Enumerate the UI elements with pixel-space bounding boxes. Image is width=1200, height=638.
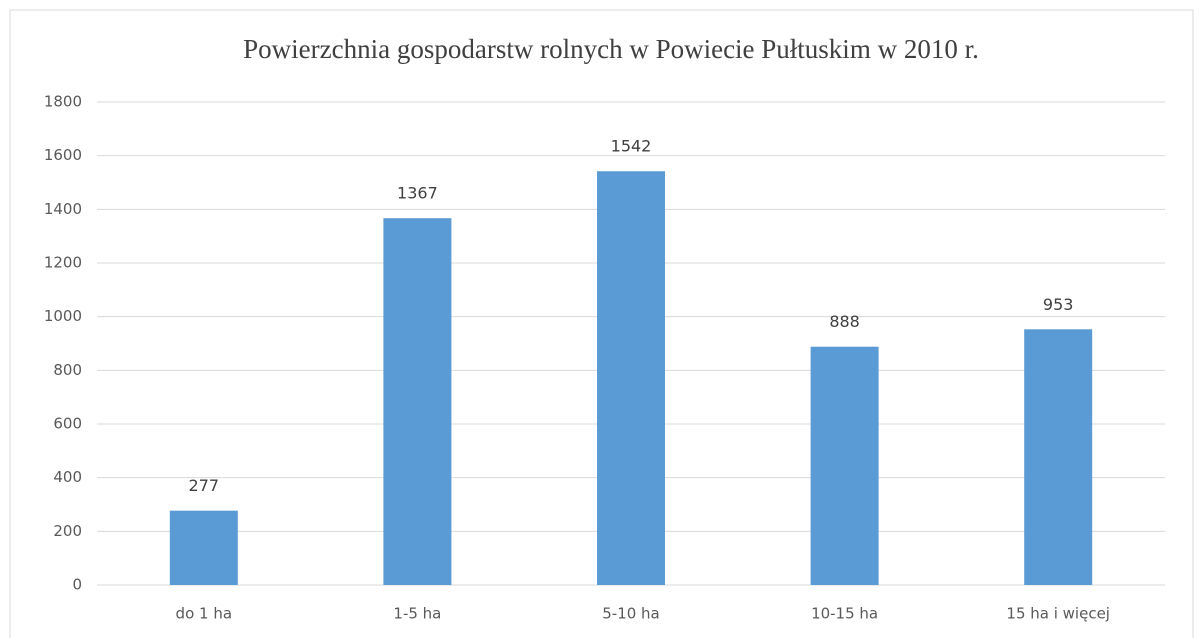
y-tick-label: 1600 (44, 146, 82, 164)
x-tick-label: 10-15 ha (811, 605, 878, 623)
y-tick-label: 400 (53, 468, 82, 486)
x-tick-label: 1-5 ha (393, 605, 441, 623)
y-tick-label: 1200 (44, 254, 82, 272)
x-tick-label: do 1 ha (176, 605, 232, 623)
y-tick-label: 800 (53, 361, 82, 379)
bar (1024, 329, 1093, 585)
data-label: 1542 (611, 137, 652, 156)
y-tick-label: 0 (72, 576, 82, 594)
y-tick-label: 1000 (44, 307, 82, 325)
chart-title: Powierzchnia gospodarstw rolnych w Powie… (243, 34, 979, 64)
y-tick-label: 1800 (44, 93, 82, 111)
data-label: 1367 (397, 184, 438, 203)
bar (169, 510, 238, 585)
y-tick-label: 1400 (44, 200, 82, 218)
x-tick-label: 15 ha i więcej (1006, 605, 1110, 623)
bar (810, 346, 879, 585)
data-label: 277 (189, 476, 220, 495)
y-tick-label: 200 (53, 522, 82, 540)
bar (383, 218, 452, 585)
bar (597, 171, 665, 586)
data-label: 953 (1043, 295, 1074, 314)
y-tick-label: 600 (53, 415, 82, 433)
data-label: 888 (829, 312, 860, 331)
x-tick-label: 5-10 ha (602, 605, 660, 623)
